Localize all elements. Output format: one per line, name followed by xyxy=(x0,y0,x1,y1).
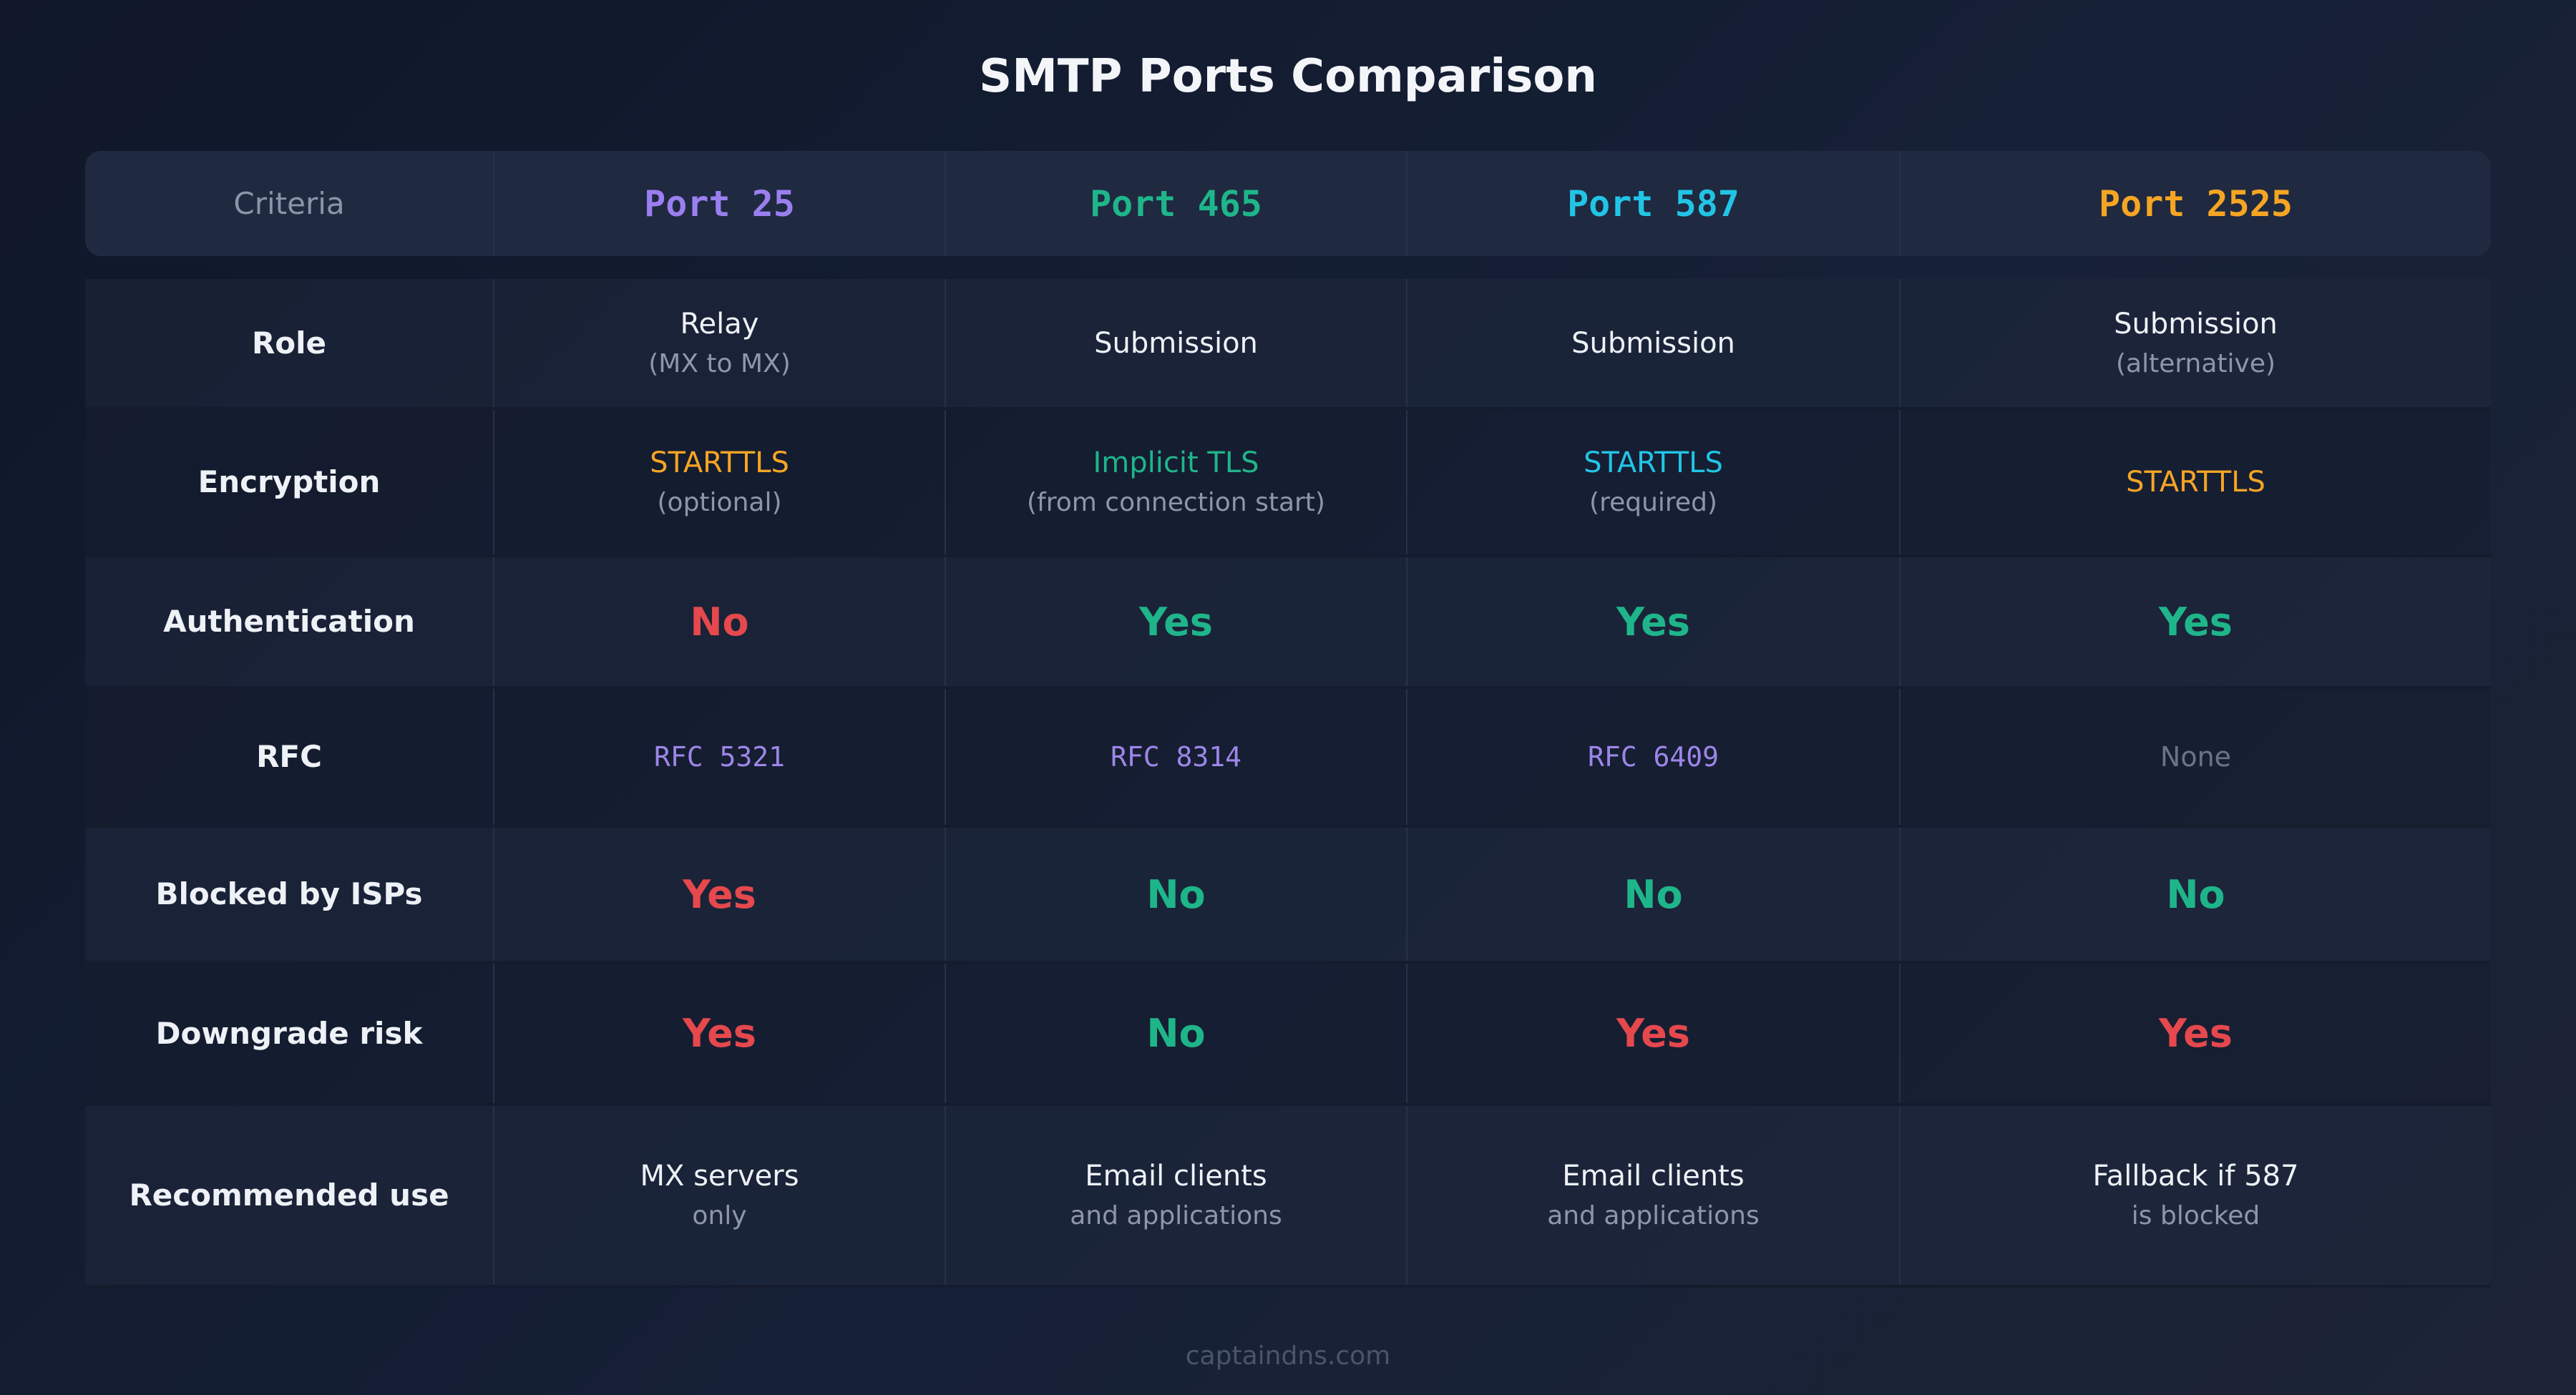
cell: No xyxy=(1899,828,2491,961)
row: RFC RFC 5321 RFC 8314 RFC 6409 None xyxy=(85,689,2491,828)
cell-main: Email clients xyxy=(1562,1160,1745,1193)
cell-main: Yes xyxy=(2159,1011,2233,1056)
cell-main: No xyxy=(1146,1011,1206,1056)
comparison-table: Criteria Port 25 Port 465 Port 587 Port … xyxy=(85,151,2491,1288)
cell-sub: only xyxy=(692,1201,747,1230)
row-label: Encryption xyxy=(197,464,381,499)
row: Authentication No Yes Yes Yes xyxy=(85,557,2491,689)
cell-main: RFC 8314 xyxy=(1110,741,1242,773)
cell: Relay (MX to MX) xyxy=(493,279,945,407)
cell-sub: (MX to MX) xyxy=(648,348,791,378)
cell-sub: (from connection start) xyxy=(1027,488,1325,517)
cell-main: RFC 6409 xyxy=(1587,741,1719,773)
cell-sub: (optional) xyxy=(657,488,782,517)
cell-main: Fallback if 587 xyxy=(2092,1160,2299,1193)
cell: MX servers only xyxy=(493,1106,945,1285)
cell: RFC 5321 xyxy=(493,689,945,825)
cell: RFC 6409 xyxy=(1406,689,1899,825)
cell: STARTTLS xyxy=(1899,410,2491,554)
cell-main: Yes xyxy=(1616,599,1690,645)
row-label: Authentication xyxy=(163,604,415,639)
cell-main: Submission xyxy=(1571,326,1735,360)
cell-sub: (required) xyxy=(1589,488,1717,517)
row: Downgrade risk Yes No Yes Yes xyxy=(85,964,2491,1106)
cell-main: No xyxy=(1146,871,1206,917)
row-label: RFC xyxy=(256,739,322,774)
row-label: Role xyxy=(251,325,327,361)
cell: No xyxy=(945,964,1406,1103)
row: Recommended use MX servers only Email cli… xyxy=(85,1106,2491,1288)
cell: No xyxy=(1406,828,1899,961)
cell-main: Yes xyxy=(2159,599,2233,645)
header-cell: Port 465 xyxy=(945,151,1406,256)
row: Blocked by ISPs Yes No No No xyxy=(85,828,2491,964)
cell-main: Relay xyxy=(680,307,759,341)
cell: Yes xyxy=(1406,964,1899,1103)
header-cell: Criteria xyxy=(233,186,345,221)
header-cell: Port 2525 xyxy=(1899,151,2491,256)
cell: STARTTLS (optional) xyxy=(493,410,945,554)
cell-main: Implicit TLS xyxy=(1093,446,1259,479)
row: Role Relay (MX to MX) Submission Submissi… xyxy=(85,279,2491,410)
cell-main: No xyxy=(2166,871,2225,917)
cell-sub: is blocked xyxy=(2131,1201,2260,1230)
row: Encryption STARTTLS (optional) Implicit T… xyxy=(85,410,2491,557)
cell: Yes xyxy=(1406,557,1899,686)
cell-main: No xyxy=(1624,871,1683,917)
cell-main: Email clients xyxy=(1085,1160,1267,1193)
cell-main: Yes xyxy=(683,871,756,917)
cell: No xyxy=(493,557,945,686)
cell-main: None xyxy=(2160,741,2232,773)
cell: Submission (alternative) xyxy=(1899,279,2491,407)
footer: captaindns.com xyxy=(1185,1341,1391,1371)
header-cell: Port 25 xyxy=(493,151,945,256)
cell: Email clients and applications xyxy=(945,1106,1406,1285)
cell: Yes xyxy=(945,557,1406,686)
cell-main: Yes xyxy=(1139,599,1213,645)
header-cell: Port 587 xyxy=(1406,151,1899,256)
cell: Yes xyxy=(1899,557,2491,686)
cell: Submission xyxy=(945,279,1406,407)
cell: Yes xyxy=(1899,964,2491,1103)
cell: RFC 8314 xyxy=(945,689,1406,825)
cell-main: MX servers xyxy=(640,1160,799,1193)
cell: Implicit TLS (from connection start) xyxy=(945,410,1406,554)
cell: Email clients and applications xyxy=(1406,1106,1899,1285)
cell-main: STARTTLS xyxy=(2126,466,2265,499)
cell-main: RFC 5321 xyxy=(653,741,786,773)
cell: Yes xyxy=(493,828,945,961)
row-label: Blocked by ISPs xyxy=(155,876,423,911)
header-row: Criteria Port 25 Port 465 Port 587 Port … xyxy=(85,151,2491,256)
cell-sub: and applications xyxy=(1070,1201,1282,1230)
cell-sub: (alternative) xyxy=(2115,348,2276,378)
cell: Submission xyxy=(1406,279,1899,407)
title: SMTP Ports Comparison xyxy=(979,50,1597,103)
cell-main: Yes xyxy=(683,1011,756,1056)
cell: Yes xyxy=(493,964,945,1103)
cell-sub: and applications xyxy=(1547,1201,1760,1230)
row-label: Downgrade risk xyxy=(155,1015,423,1051)
cell: STARTTLS (required) xyxy=(1406,410,1899,554)
table-body: Role Relay (MX to MX) Submission Submissi… xyxy=(85,279,2491,1288)
cell-main: Submission xyxy=(1094,326,1258,360)
cell: No xyxy=(945,828,1406,961)
cell-main: Submission xyxy=(2114,307,2278,341)
cell: None xyxy=(1899,689,2491,825)
row-label: Recommended use xyxy=(129,1178,449,1213)
cell-main: No xyxy=(690,599,749,645)
cell-main: STARTTLS xyxy=(1584,446,1723,479)
cell: Fallback if 587 is blocked xyxy=(1899,1106,2491,1285)
cell-main: STARTTLS xyxy=(650,446,789,479)
cell-main: Yes xyxy=(1616,1011,1690,1056)
